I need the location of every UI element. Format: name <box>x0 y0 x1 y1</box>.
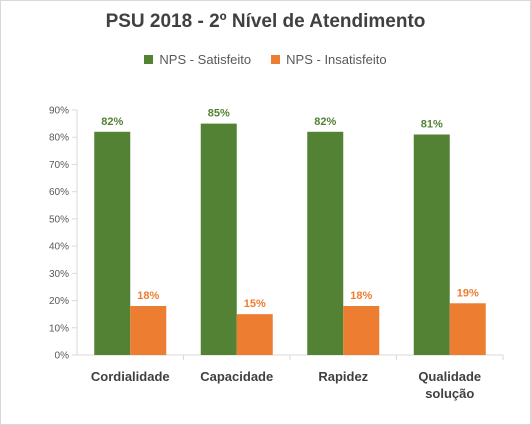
y-tick-label: 40% <box>49 242 69 253</box>
legend-swatch-satisfeito <box>144 55 154 64</box>
y-tick-label: 50% <box>49 214 69 225</box>
bar-satisfeito <box>307 131 344 355</box>
y-tick-label: 90% <box>49 106 69 117</box>
x-category-label: Cordialidade <box>91 369 170 384</box>
data-label-satisfeito: 82% <box>314 116 336 128</box>
legend-item-insatisfeito: NPS - Insatisfeito <box>271 52 387 67</box>
x-category-label: Capacidade <box>200 369 273 384</box>
bar-insatisfeito <box>343 306 380 355</box>
y-tick-label: 0% <box>55 351 70 362</box>
legend-label-insatisfeito: NPS - Insatisfeito <box>286 52 387 67</box>
legend: NPS - Satisfeito NPS - Insatisfeito <box>1 52 530 67</box>
y-tick-label: 20% <box>49 296 69 307</box>
data-label-satisfeito: 82% <box>101 116 123 128</box>
y-tick-label: 70% <box>49 160 69 171</box>
bar-insatisfeito <box>449 303 486 355</box>
bar-insatisfeito <box>130 306 167 355</box>
y-tick-label: 10% <box>49 323 69 334</box>
data-label-insatisfeito: 18% <box>137 290 159 302</box>
y-tick-label: 60% <box>49 187 69 198</box>
legend-item-satisfeito: NPS - Satisfeito <box>144 52 251 67</box>
data-label-insatisfeito: 19% <box>457 287 479 299</box>
data-label-insatisfeito: 18% <box>350 290 372 302</box>
legend-label-satisfeito: NPS - Satisfeito <box>159 52 252 67</box>
x-category-label: Rapidez <box>318 369 368 384</box>
data-label-insatisfeito: 15% <box>244 298 266 310</box>
bar-satisfeito <box>200 123 237 355</box>
data-label-satisfeito: 81% <box>421 119 443 131</box>
y-tick-label: 80% <box>49 133 69 144</box>
bar-satisfeito <box>413 134 450 355</box>
x-category-label: Qualidade solução <box>418 369 481 401</box>
bar-insatisfeito <box>236 314 273 355</box>
y-tick-label: 30% <box>49 269 69 280</box>
data-label-satisfeito: 85% <box>208 108 230 120</box>
bar-satisfeito <box>94 131 131 355</box>
chart-title: PSU 2018 - 2º Nível de Atendimento <box>105 11 426 32</box>
legend-swatch-insatisfeito <box>271 55 281 64</box>
